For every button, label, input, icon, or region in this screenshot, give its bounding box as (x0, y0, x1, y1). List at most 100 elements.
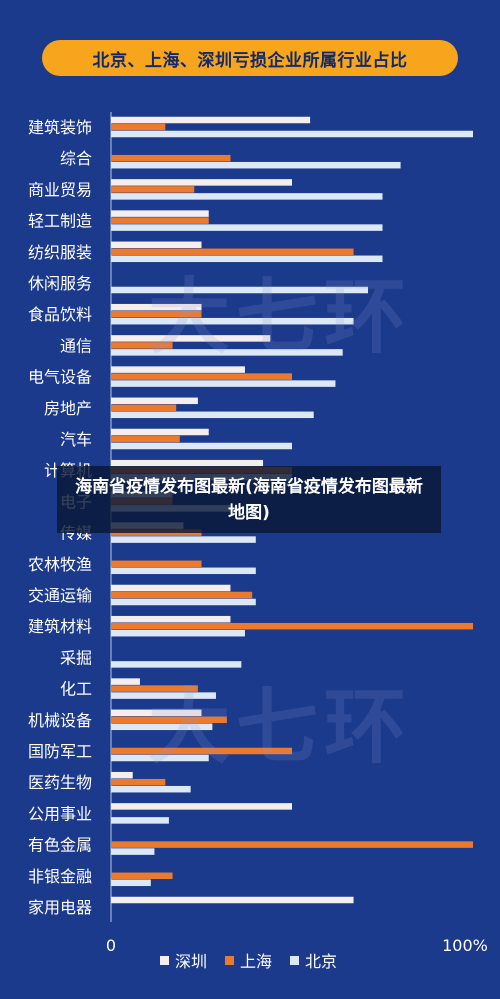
bar-1 (111, 778, 166, 786)
category-label: 公用事业 (28, 804, 92, 823)
bar-1 (111, 560, 202, 568)
category-label: 家用电器 (28, 898, 92, 917)
category-label: 建筑装饰 (28, 118, 92, 137)
bar-0 (111, 397, 198, 405)
bar-0 (111, 241, 202, 249)
category-label: 有色金属 (28, 836, 92, 855)
bar-1 (111, 310, 202, 318)
bar-0 (111, 709, 202, 717)
watermark-bottom: 大七环 (147, 680, 412, 775)
bar-1 (111, 404, 177, 412)
bar-2 (111, 785, 191, 793)
bar-1 (111, 716, 227, 724)
category-label: 食品饮料 (28, 305, 92, 324)
bar-1 (111, 373, 292, 380)
category-label: 化工 (60, 680, 92, 699)
bar-1 (111, 154, 231, 162)
legend-swatch-2 (290, 955, 300, 965)
bar-0 (111, 179, 292, 186)
bar-1 (111, 186, 195, 193)
bar-0 (111, 678, 140, 685)
legend-label-1: 上海 (240, 952, 273, 971)
bar-1 (111, 435, 180, 443)
legend-item-0: 深圳 (160, 948, 207, 972)
bar-1 (111, 841, 473, 848)
bar-2 (111, 879, 151, 887)
x-tick-label: 100% (442, 936, 488, 955)
legend-label-0: 深圳 (175, 952, 208, 971)
category-label: 机械设备 (28, 711, 92, 730)
bar-1 (111, 342, 173, 349)
bar-2 (111, 692, 216, 699)
bar-2 (111, 567, 256, 575)
bar-2 (111, 161, 401, 169)
legend-swatch-1 (225, 955, 235, 965)
category-label: 农林牧渔 (28, 555, 92, 574)
bar-2 (111, 442, 292, 450)
bar-2 (111, 193, 383, 200)
chart-title-pill: 北京、上海、深圳亏损企业所属行业占比 (42, 40, 458, 76)
bar-2 (111, 130, 473, 138)
category-label: 房地产 (44, 399, 92, 418)
bar-2 (111, 224, 383, 231)
category-label: 电气设备 (28, 368, 92, 387)
bar-2 (111, 817, 169, 824)
category-label: 休闲服务 (28, 274, 92, 293)
x-tick-label: 0 (106, 936, 116, 955)
category-label: 采掘 (60, 648, 92, 667)
category-label: 轻工制造 (28, 212, 92, 231)
bar-2 (111, 255, 383, 263)
category-label: 汽车 (60, 430, 92, 449)
bar-2 (111, 723, 213, 731)
bar-2 (111, 380, 336, 387)
watermark-top: 大七环 (147, 270, 412, 365)
bar-0 (111, 615, 231, 623)
bar-1 (111, 747, 292, 755)
category-label: 建筑材料 (28, 617, 92, 636)
legend-item-1: 上海 (225, 948, 272, 972)
chart-title: 北京、上海、深圳亏损企业所属行业占比 (92, 50, 408, 71)
category-label: 商业贸易 (28, 180, 92, 199)
category-label: 医药生物 (28, 773, 92, 792)
bar-0 (111, 366, 245, 373)
bar-1 (111, 685, 198, 692)
bar-0 (111, 803, 292, 810)
bar-0 (111, 584, 231, 592)
bar-1 (111, 622, 473, 630)
legend-label-2: 北京 (305, 952, 338, 971)
bar-0 (111, 116, 311, 124)
bar-0 (111, 210, 209, 217)
bar-1 (111, 872, 173, 880)
legend: 深圳 上海 北京 (160, 948, 337, 972)
bar-2 (111, 629, 245, 637)
bar-1 (111, 591, 253, 599)
bar-1 (111, 217, 209, 224)
bar-0 (111, 428, 209, 436)
caption-text: 海南省疫情发布图最新(海南省疫情发布图最新地图) (75, 476, 423, 523)
bar-0 (111, 771, 133, 779)
category-label: 纺织服装 (28, 243, 92, 262)
category-label: 综合 (60, 149, 92, 168)
bar-2 (111, 286, 369, 294)
bar-2 (111, 536, 256, 543)
category-label: 国防军工 (28, 742, 92, 761)
caption-overlay: 海南省疫情发布图最新(海南省疫情发布图最新地图) (57, 466, 441, 533)
category-label: 通信 (60, 336, 92, 355)
bar-2 (111, 317, 354, 325)
category-label: 交通运输 (28, 586, 92, 605)
bar-0 (111, 335, 271, 342)
bar-2 (111, 598, 256, 606)
bar-2 (111, 848, 155, 855)
bar-2 (111, 754, 209, 762)
legend-item-2: 北京 (290, 948, 337, 972)
legend-swatch-0 (160, 955, 169, 965)
bar-1 (111, 248, 354, 256)
bar-1 (111, 123, 166, 131)
category-label: 非银金融 (28, 867, 92, 886)
bar-2 (111, 411, 314, 419)
bar-2 (111, 349, 343, 356)
bar-0 (111, 303, 202, 311)
bar-0 (111, 459, 264, 467)
bar-2 (111, 661, 242, 668)
